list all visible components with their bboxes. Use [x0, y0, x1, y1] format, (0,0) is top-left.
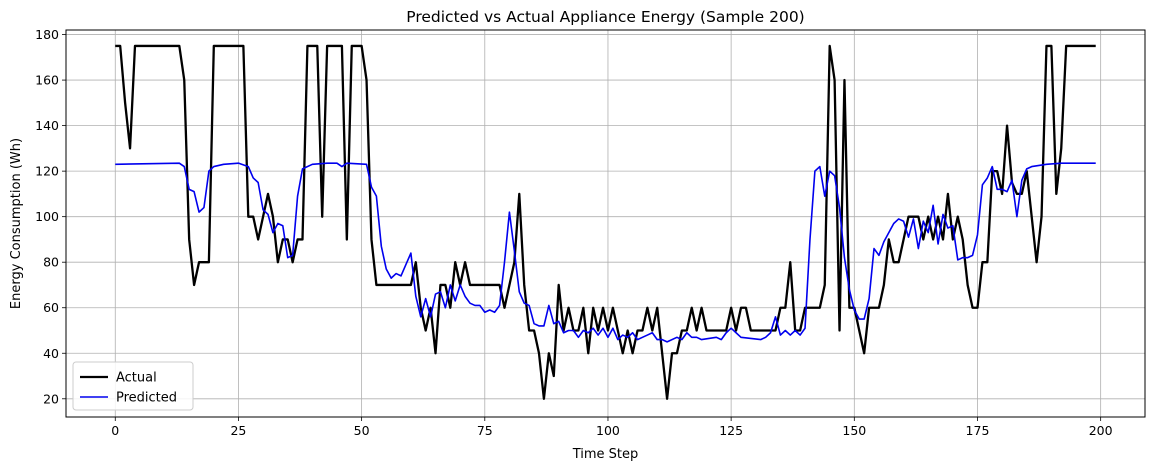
legend-label-actual: Actual — [116, 371, 157, 386]
y-tick-label: 60 — [43, 300, 59, 315]
series-layer — [115, 44, 1096, 400]
plot-frame — [65, 29, 1146, 418]
x-tick-label: 0 — [111, 423, 119, 438]
y-tick-label: 40 — [43, 346, 59, 361]
series-line-actual — [115, 44, 1096, 400]
y-tick-label: 120 — [35, 164, 59, 179]
series-line-predicted — [115, 162, 1096, 343]
x-tick-label: 175 — [966, 423, 990, 438]
legend-box — [72, 361, 194, 411]
y-tick-label: 140 — [35, 118, 59, 133]
x-tick-label: 75 — [477, 423, 493, 438]
y-tick-label: 180 — [35, 27, 59, 42]
x-tick-label: 125 — [719, 423, 743, 438]
x-tick-label: 50 — [354, 423, 370, 438]
y-tick-label: 160 — [35, 73, 59, 88]
x-axis-title: Time Step — [572, 447, 639, 462]
x-tick-label: 200 — [1089, 423, 1113, 438]
x-tick-label: 100 — [596, 423, 620, 438]
x-tick-label: 25 — [230, 423, 246, 438]
y-tick-label: 80 — [43, 255, 59, 270]
x-tick-label: 150 — [842, 423, 866, 438]
legend-label-predicted: Predicted — [116, 391, 177, 406]
y-tick-label: 20 — [43, 391, 59, 406]
ticks-layer: 0 25 50 75 100 125 150 175 200 20 40 60 80 100 120 140 1… — [35, 27, 1112, 438]
y-axis-title: Energy Consumption (Wh) — [9, 138, 24, 309]
grid-layer — [66, 30, 1145, 417]
y-tick-label: 100 — [35, 209, 59, 224]
legend: Actual Predicted — [72, 361, 194, 411]
chart-title: Predicted vs Actual Appliance Energy (Sa… — [406, 8, 804, 26]
